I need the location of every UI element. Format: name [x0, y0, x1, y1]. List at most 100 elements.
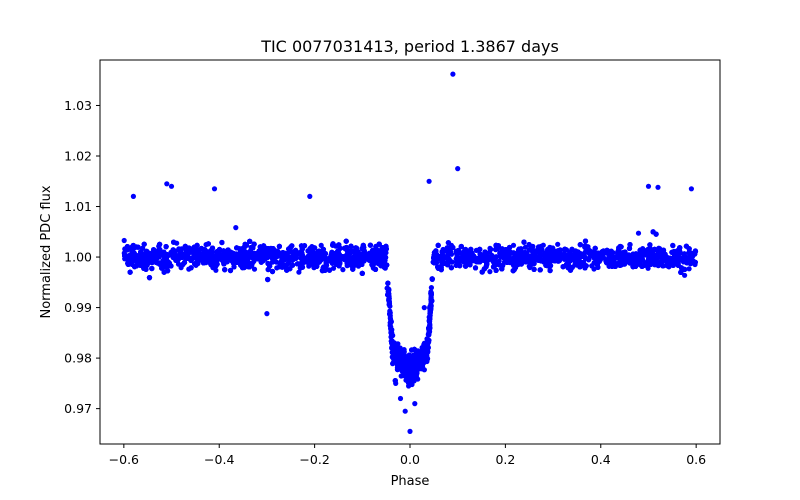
data-point	[639, 263, 645, 269]
data-point	[373, 260, 379, 266]
data-point	[522, 250, 528, 256]
data-point	[560, 264, 566, 270]
data-point	[318, 242, 324, 248]
data-point	[531, 266, 537, 272]
data-point	[504, 259, 510, 265]
data-point	[676, 248, 682, 254]
data-point	[687, 260, 694, 267]
data-point	[141, 241, 147, 247]
data-point	[296, 269, 302, 275]
data-point	[555, 241, 561, 247]
data-point	[343, 238, 349, 244]
data-point	[244, 262, 250, 268]
data-point	[435, 242, 441, 248]
data-point	[621, 257, 627, 263]
data-point	[562, 246, 568, 252]
data-point	[479, 269, 485, 275]
data-point	[186, 255, 192, 261]
data-point	[502, 253, 508, 259]
data-point	[156, 254, 162, 260]
data-point	[647, 242, 653, 248]
data-points	[121, 71, 699, 434]
data-point	[227, 254, 234, 260]
data-point	[382, 245, 388, 251]
data-point	[577, 264, 583, 270]
data-point	[320, 246, 326, 252]
data-point	[621, 251, 627, 257]
data-point	[617, 243, 623, 250]
data-point	[227, 267, 234, 274]
data-point	[322, 267, 328, 273]
data-point	[682, 272, 688, 278]
data-point	[192, 253, 198, 259]
data-point	[522, 244, 529, 250]
data-point	[595, 264, 601, 270]
data-point	[296, 250, 302, 256]
data-point	[555, 254, 561, 260]
data-point	[269, 268, 276, 275]
data-point	[499, 266, 505, 272]
data-point	[675, 262, 681, 268]
data-point	[461, 248, 467, 255]
data-point	[650, 229, 656, 235]
data-point	[367, 242, 373, 248]
data-point	[529, 261, 535, 267]
data-point	[193, 262, 199, 268]
data-point	[692, 259, 698, 265]
data-point	[250, 255, 256, 261]
data-point	[562, 253, 569, 259]
data-point	[163, 255, 169, 261]
data-point	[664, 262, 670, 269]
data-point	[508, 249, 514, 255]
data-point	[686, 266, 692, 272]
data-point	[511, 262, 517, 268]
data-point	[219, 239, 225, 246]
data-point	[572, 249, 578, 255]
data-point	[248, 263, 255, 269]
data-point	[231, 264, 237, 270]
data-point	[163, 244, 169, 250]
data-point	[498, 254, 504, 260]
data-point	[445, 253, 451, 259]
data-point	[535, 257, 542, 263]
data-point	[330, 241, 336, 247]
data-point	[222, 267, 228, 273]
data-point	[592, 245, 598, 251]
data-point	[205, 241, 211, 247]
data-point	[577, 242, 583, 248]
data-point	[635, 230, 642, 236]
data-point	[633, 252, 639, 258]
data-point	[361, 248, 367, 254]
data-point	[290, 251, 296, 257]
data-point	[686, 246, 692, 252]
data-point	[294, 261, 301, 267]
data-point	[523, 259, 529, 265]
data-point	[627, 260, 633, 266]
data-point	[469, 250, 475, 256]
data-point	[265, 260, 271, 267]
data-point	[299, 246, 305, 252]
data-point	[340, 267, 346, 273]
data-point	[545, 246, 551, 253]
data-point	[281, 262, 287, 268]
data-point	[686, 256, 692, 262]
chart-title: TIC 0077031413, period 1.3867 days	[260, 37, 559, 56]
data-point	[477, 246, 483, 252]
data-point	[337, 245, 343, 251]
data-point	[439, 259, 445, 265]
data-point	[366, 257, 373, 263]
data-point	[487, 269, 493, 275]
data-point	[165, 268, 171, 274]
data-point	[286, 260, 292, 266]
data-point	[537, 247, 544, 253]
data-point	[472, 265, 479, 271]
data-point	[233, 225, 239, 231]
data-point	[348, 243, 354, 249]
data-point	[626, 245, 633, 251]
data-point	[510, 242, 517, 248]
data-point	[144, 262, 150, 268]
data-point	[186, 246, 193, 252]
data-point	[630, 264, 636, 270]
data-point	[297, 265, 303, 271]
